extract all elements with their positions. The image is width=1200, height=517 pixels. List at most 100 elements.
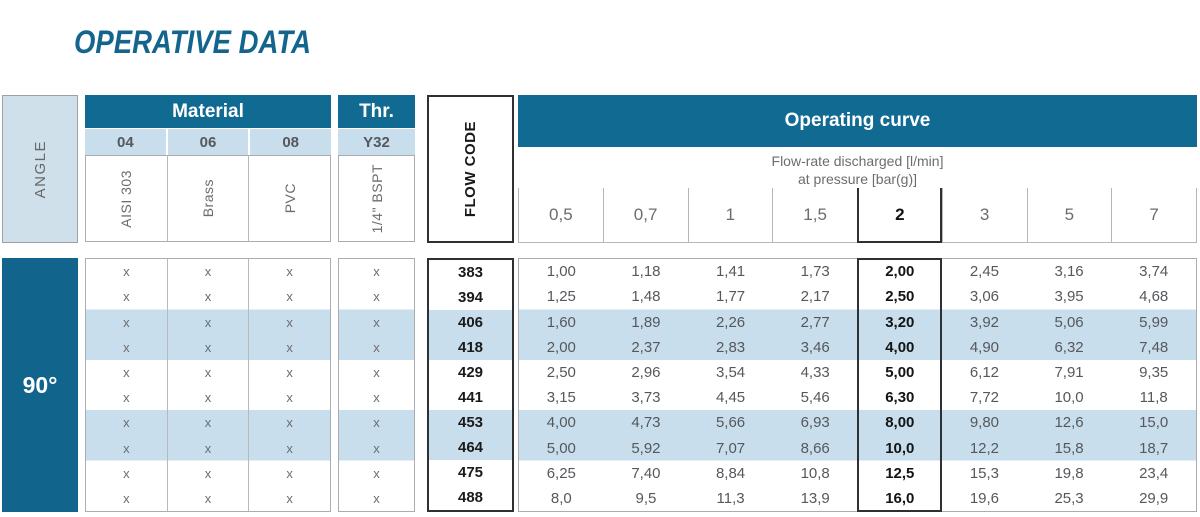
- flow-code-list: 383 394 406 418 429 441 453 464 475 488: [427, 258, 514, 512]
- table-row: x: [339, 435, 414, 460]
- flow-rate-value-cell: 2,00: [885, 263, 915, 281]
- material-x-cell: x: [166, 485, 249, 512]
- flow-rate-value-cell: 5,00: [885, 363, 915, 381]
- flow-code-cell: 406: [457, 314, 484, 331]
- material-x-cell: x: [248, 385, 330, 411]
- flow-rate-value-cell: 5,00: [546, 439, 576, 457]
- material-name-label: Brass: [200, 179, 216, 218]
- material-code-cell: 08: [250, 129, 332, 155]
- table-row: x: [339, 410, 414, 435]
- flow-rate-value-cell: 7,91: [1054, 363, 1084, 381]
- material-x-cell: x: [123, 415, 130, 431]
- flow-rate-value-cell: 3,16: [1054, 263, 1084, 281]
- thread-x-cell: x: [373, 364, 380, 380]
- material-x-cell: x: [166, 385, 249, 411]
- flow-rate-value-cell: 3,73: [631, 389, 661, 407]
- pressure-header-cell: 0,5: [549, 205, 573, 224]
- flow-rate-value-cell: 15,3: [969, 464, 1000, 482]
- material-x-cell: x: [248, 259, 330, 285]
- flow-rate-value-cell: 5,66: [715, 414, 746, 432]
- table-row: x: [339, 284, 414, 309]
- table-row: x: [339, 461, 414, 486]
- flow-rate-value-cell: 3,46: [800, 338, 830, 356]
- thread-x-cell: x: [373, 465, 380, 481]
- flow-rate-value-cell: 9,80: [969, 414, 1000, 432]
- material-name-label: PVC: [281, 183, 298, 214]
- pressure-header-cell: 1: [687, 188, 773, 242]
- material-name-cell: Brass: [166, 156, 249, 241]
- flow-rate-value-cell: 1,25: [546, 288, 576, 306]
- material-header-label: Material: [172, 100, 244, 122]
- flow-code-column: FLOW CODE 383 394 406 418 429 441 453 464 475 488: [427, 95, 514, 512]
- thread-x-cell: x: [373, 415, 380, 431]
- flow-rate-value-cell: 2,83: [715, 338, 746, 356]
- thread-x-cell: x: [373, 440, 380, 456]
- material-x-cell: x: [166, 359, 249, 386]
- material-x-cell: x: [248, 309, 330, 335]
- operating-curve-header-bar: Operating curve: [518, 95, 1197, 147]
- material-x-cell: x: [166, 259, 249, 285]
- flow-rate-value-cell: 18,7: [1139, 439, 1169, 457]
- table-row: 453: [429, 410, 512, 435]
- pressure-header-cell: 3: [941, 188, 1027, 242]
- operating-curve-subtitle-line2: at pressure [bar(g)]: [797, 171, 918, 187]
- thread-code-cell: Y32: [338, 129, 415, 155]
- material-x-cell: x: [166, 460, 249, 486]
- flow-rate-value-cell: 16,0: [885, 489, 915, 507]
- pressure-header-cell: 2: [857, 188, 942, 242]
- angle-header-cell: ANGLE: [2, 95, 78, 243]
- flow-rate-value-cell: 6,93: [800, 414, 830, 432]
- table-row: 429: [429, 360, 512, 385]
- table-row: 2,50 2,96 3,54 4,33 5,00 6,12 7,91 9,35: [519, 360, 1196, 385]
- flow-rate-value-cell: 1,00: [546, 263, 576, 281]
- flow-rate-value-cell: 12,5: [885, 464, 915, 482]
- table-row: 418: [429, 335, 512, 360]
- flow-rate-value-cell: 5,06: [1054, 313, 1084, 331]
- flow-code-cell: 441: [457, 389, 484, 406]
- material-code-cell: 06: [167, 129, 249, 155]
- flow-rate-value-cell: 1,73: [800, 263, 830, 281]
- table-row: 1,60 1,89 2,26 2,77 3,20 3,92 5,06 5,99: [519, 309, 1196, 334]
- flow-rate-value-cell: 2,50: [885, 288, 915, 306]
- flow-rate-value-cell: 2,00: [546, 338, 576, 356]
- table-row: 475: [429, 460, 512, 485]
- operating-curve-subtitle-line1: Flow-rate discharged [l/min]: [771, 153, 944, 169]
- table-row: x: [339, 486, 414, 511]
- thread-header-bar: Thr.: [338, 95, 415, 128]
- material-x-cell: x: [123, 314, 130, 330]
- table-row: 406: [429, 310, 512, 335]
- flow-code-cell: 429: [457, 364, 484, 381]
- flow-code-cell: 475: [457, 464, 484, 481]
- flow-rate-value-cell: 4,33: [800, 363, 830, 381]
- material-x-cell: x: [123, 364, 130, 380]
- material-x-cell: x: [248, 359, 330, 386]
- material-x-cell: x: [123, 440, 130, 456]
- flow-code-header-cell: FLOW CODE: [427, 95, 514, 243]
- material-x-cell: x: [166, 334, 249, 360]
- material-x-cell: x: [248, 435, 330, 461]
- table-row: 3,15 3,73 4,45 5,46 6,30 7,72 10,0 11,8: [519, 385, 1196, 410]
- table-row: 8,0 9,5 11,3 13,9 16,0 19,6 25,3 29,9: [519, 486, 1196, 511]
- table-row: 464: [429, 435, 512, 460]
- material-x-cell: x: [123, 289, 130, 305]
- flow-rate-value-cell: 6,32: [1054, 338, 1084, 356]
- operating-curve-header-label: Operating curve: [784, 110, 931, 131]
- operating-curve-column: Operating curve Flow-rate discharged [l/…: [518, 95, 1197, 512]
- material-x-cell: x: [248, 460, 330, 486]
- flow-code-header-label: FLOW CODE: [462, 120, 479, 218]
- thread-x-cell: x: [373, 289, 380, 305]
- flow-rate-value-cell: 2,37: [631, 338, 661, 356]
- flow-rate-value-cell: 2,50: [546, 363, 576, 381]
- flow-rate-value-cell: 2,17: [800, 288, 830, 306]
- flow-rate-value-cell: 19,6: [969, 489, 1000, 507]
- material-x-cell: x: [166, 284, 249, 310]
- flow-rate-value-cell: 8,0: [550, 489, 572, 507]
